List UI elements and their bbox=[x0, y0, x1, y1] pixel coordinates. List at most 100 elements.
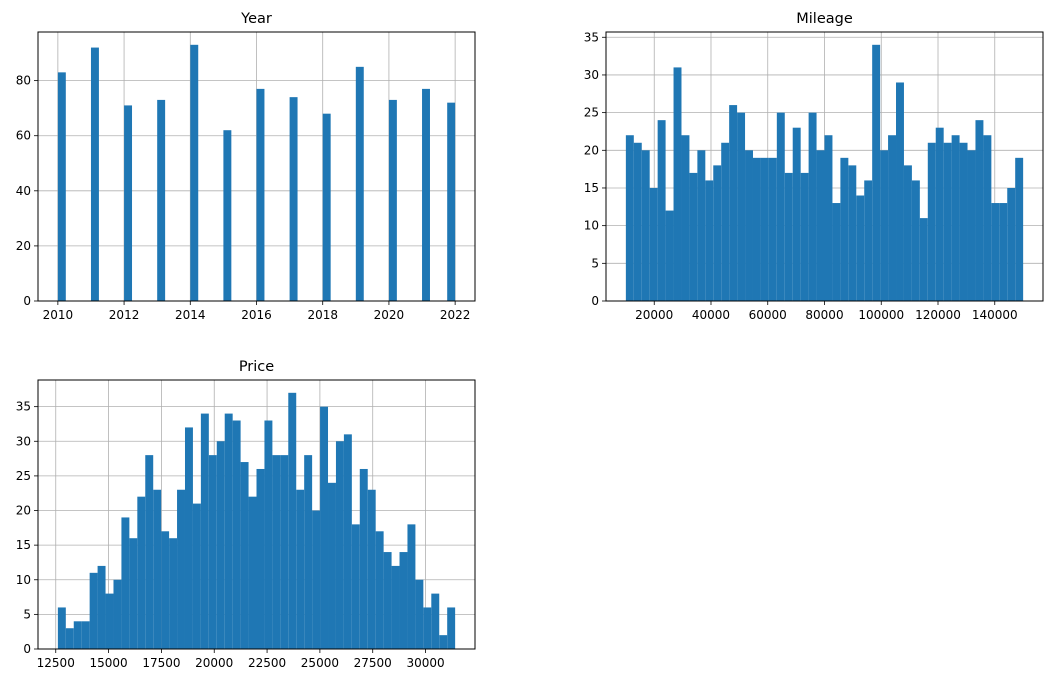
histogram-bar bbox=[343, 434, 352, 649]
histogram-bar bbox=[407, 524, 416, 649]
histogram-bar bbox=[776, 112, 785, 301]
histogram-bar bbox=[288, 392, 297, 649]
histogram-bar bbox=[169, 538, 178, 649]
histogram-bar bbox=[431, 593, 440, 649]
x-tick-label: 2022 bbox=[440, 308, 471, 322]
y-tick-label: 35 bbox=[16, 400, 31, 414]
histogram-bar bbox=[721, 142, 730, 301]
y-tick-label: 20 bbox=[584, 143, 599, 157]
histogram-bar bbox=[641, 150, 650, 301]
histogram-bar bbox=[752, 157, 761, 301]
histogram-bar bbox=[240, 462, 249, 649]
histogram-bar bbox=[848, 165, 857, 301]
x-tick-label: 20000 bbox=[635, 308, 673, 322]
x-tick-label: 120000 bbox=[915, 308, 961, 322]
x-tick-label: 2012 bbox=[109, 308, 140, 322]
histogram-bar bbox=[792, 127, 801, 302]
panel-title: Mileage bbox=[796, 11, 853, 27]
y-tick-label: 25 bbox=[584, 106, 599, 120]
histogram-bar bbox=[951, 135, 960, 301]
histogram-bar bbox=[113, 579, 122, 649]
y-tick-label: 35 bbox=[584, 30, 599, 44]
x-tick-label: 20000 bbox=[195, 656, 233, 670]
histogram-bar bbox=[335, 441, 344, 649]
y-tick-label: 15 bbox=[16, 538, 31, 552]
histogram-bar bbox=[935, 127, 944, 302]
histogram-bar bbox=[89, 572, 98, 649]
histogram-bar bbox=[888, 135, 897, 301]
histogram-bar bbox=[808, 112, 817, 301]
histogram-bar bbox=[208, 455, 217, 649]
histogram-bar bbox=[190, 44, 199, 302]
y-tick-label: 25 bbox=[16, 469, 31, 483]
histogram-bar bbox=[697, 150, 706, 301]
histogram-bar bbox=[157, 99, 166, 301]
bars bbox=[625, 44, 1024, 302]
histogram-bar bbox=[153, 489, 162, 649]
histogram-bar bbox=[705, 180, 714, 301]
histogram-bar bbox=[439, 635, 448, 649]
x-tick-label: 2020 bbox=[374, 308, 405, 322]
panel-title: Price bbox=[239, 359, 274, 375]
y-tick-label: 10 bbox=[16, 573, 31, 587]
histogram-bar bbox=[248, 496, 257, 649]
histogram-bar bbox=[896, 82, 904, 302]
histogram-bar bbox=[296, 489, 305, 649]
x-tick-label: 100000 bbox=[858, 308, 904, 322]
histogram-bar bbox=[399, 552, 408, 649]
histogram-bar bbox=[57, 607, 66, 649]
histogram-bar bbox=[649, 187, 658, 301]
histogram-bar bbox=[232, 420, 241, 649]
x-axis-ticks: 20000 40000 60000 80000 100000 120000 140000 bbox=[635, 301, 1018, 322]
histogram-bar bbox=[320, 406, 329, 649]
histogram-bar bbox=[375, 531, 384, 649]
histogram-bar bbox=[328, 482, 336, 649]
histogram-bar bbox=[800, 172, 809, 301]
y-tick-label: 60 bbox=[16, 129, 31, 143]
histogram-bar bbox=[264, 420, 273, 649]
x-tick-label: 27500 bbox=[354, 656, 392, 670]
histogram-bar bbox=[737, 112, 746, 301]
x-tick-label: 2016 bbox=[241, 308, 272, 322]
histogram-bar bbox=[200, 413, 209, 649]
histogram-bar bbox=[359, 468, 368, 649]
histogram-bar bbox=[1007, 187, 1016, 301]
histogram-bar bbox=[351, 524, 360, 649]
histogram-bar bbox=[784, 172, 793, 301]
histogram-bar bbox=[73, 621, 82, 649]
x-tick-label: 2018 bbox=[307, 308, 338, 322]
panel-price: Price 12500 15000 17500 20000 22500 25000 2750… bbox=[16, 359, 476, 670]
bars bbox=[57, 392, 456, 649]
x-tick-label: 2010 bbox=[43, 308, 74, 322]
histogram-bar bbox=[911, 180, 920, 301]
histogram-bar bbox=[256, 88, 265, 301]
histogram-bar bbox=[824, 135, 833, 301]
x-tick-label: 2014 bbox=[175, 308, 206, 322]
histogram-bar bbox=[57, 72, 66, 301]
histogram-bar bbox=[1015, 157, 1024, 301]
y-axis-ticks: 0 20 40 60 80 bbox=[16, 74, 38, 308]
histogram-bar bbox=[423, 607, 432, 649]
histogram-bar bbox=[713, 165, 722, 301]
x-tick-label: 80000 bbox=[805, 308, 843, 322]
histogram-bar bbox=[367, 489, 376, 649]
histogram-bar bbox=[447, 102, 456, 301]
histogram-bar bbox=[177, 489, 185, 649]
x-axis-ticks: 12500 15000 17500 20000 22500 25000 27500 30000 bbox=[37, 649, 445, 670]
histogram-bar bbox=[681, 135, 690, 301]
histogram-bar bbox=[745, 150, 753, 301]
histogram-bar bbox=[447, 607, 456, 649]
x-tick-label: 22500 bbox=[248, 656, 286, 670]
histogram-bar bbox=[967, 150, 976, 301]
histogram-bar bbox=[105, 593, 114, 649]
histogram-bar bbox=[665, 210, 674, 301]
panel-mileage: Mileage 20000 40000 60000 80000 100000 120000… bbox=[584, 11, 1044, 322]
histogram-bar bbox=[415, 579, 424, 649]
histogram-bar bbox=[129, 538, 138, 649]
x-tick-label: 25000 bbox=[301, 656, 339, 670]
histogram-bar bbox=[90, 47, 99, 302]
y-tick-label: 80 bbox=[16, 74, 31, 88]
histogram-bar bbox=[832, 203, 841, 301]
histogram-bar bbox=[280, 455, 289, 649]
histogram-bar bbox=[999, 203, 1008, 301]
